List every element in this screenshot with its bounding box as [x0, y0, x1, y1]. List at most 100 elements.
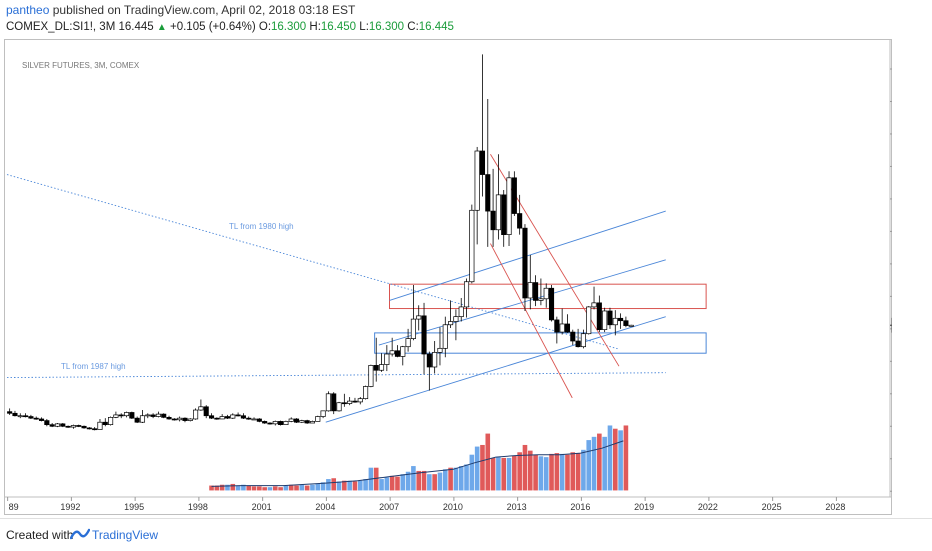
- volume-bar: [299, 484, 305, 491]
- volume-bar: [474, 446, 480, 491]
- candle-body: [602, 310, 608, 331]
- candle-body: [426, 353, 432, 368]
- time-axis[interactable]: 89 1992 1995 1998 2001 2004 2007 2010 2013 2016 20…: [7, 497, 846, 512]
- candle-body: [198, 406, 204, 411]
- candle-body: [506, 177, 512, 235]
- channel-mid-line: [378, 259, 666, 346]
- volume-bar: [267, 487, 273, 491]
- candle-body: [352, 400, 358, 403]
- volume-bar: [554, 453, 560, 491]
- volume-bar: [448, 467, 453, 491]
- x-tick-label: 2019: [634, 502, 654, 512]
- volume-bar: [570, 452, 576, 491]
- x-tick-label: 2010: [443, 502, 463, 512]
- price-chart[interactable]: SILVER FUTURES, 3M, COMEX TL from 1980 h…: [4, 39, 932, 515]
- candle-body: [331, 393, 337, 412]
- candle-body: [347, 400, 353, 404]
- tradingview-brand-link[interactable]: TradingView: [92, 528, 159, 542]
- volume-moving-average: [211, 440, 624, 487]
- volume-bar: [347, 480, 352, 491]
- high-value: 16.450: [320, 21, 357, 33]
- volume-bar: [527, 450, 533, 491]
- candle-body: [145, 414, 151, 417]
- close-value: 16.445: [418, 21, 454, 33]
- author-link[interactable]: pantheo: [6, 3, 50, 17]
- drawing-annotations: [6, 154, 707, 423]
- x-tick-label: 2001: [252, 502, 272, 512]
- volume-bar: [432, 474, 437, 491]
- candle-body: [293, 418, 300, 423]
- candle-body: [150, 414, 156, 417]
- candle-body: [97, 421, 103, 430]
- candle-body: [607, 310, 613, 326]
- tl-1980-line: [6, 174, 620, 350]
- volume-bar: [442, 469, 448, 491]
- candle-body: [405, 338, 411, 348]
- support-zone-box: [374, 332, 707, 354]
- volume-bar: [416, 470, 422, 491]
- close-label: C:: [407, 21, 419, 33]
- candle-body: [325, 393, 331, 412]
- volume-bar: [251, 486, 257, 491]
- volume-bar: [618, 430, 623, 491]
- candle-body: [432, 352, 438, 368]
- volume-bar: [288, 484, 294, 491]
- x-tick-label: 2016: [570, 502, 590, 512]
- candle-body: [315, 416, 321, 422]
- candle-body: [320, 410, 326, 417]
- candle-body: [389, 350, 395, 355]
- x-tick-label: 2022: [698, 502, 718, 512]
- volume-bar: [586, 440, 592, 491]
- candle-body: [139, 415, 146, 423]
- candle-body: [575, 340, 581, 348]
- volume-bar: [214, 485, 220, 491]
- candle-body: [490, 210, 496, 231]
- symbol-name[interactable]: COMEX_DL:SI1!, 3M: [6, 21, 116, 33]
- publish-info: pantheo published on TradingView.com, Ap…: [6, 3, 355, 17]
- candle-body: [235, 414, 241, 417]
- candle-body: [262, 421, 268, 424]
- candle-body: [267, 422, 273, 425]
- chart-border: [4, 39, 892, 515]
- candle-body: [65, 425, 71, 428]
- symbol-info-bar: COMEX_DL:SI1!, 3M 16.445 ▲ +0.105 (+0.64…: [6, 21, 454, 33]
- candle-body: [44, 420, 50, 426]
- candle-body: [501, 194, 507, 235]
- candle-body: [203, 406, 209, 417]
- volume-bar: [389, 475, 395, 491]
- up-arrow-icon: ▲: [156, 22, 167, 33]
- chart-frame[interactable]: SILVER FUTURES, 3M, COMEX TL from 1980 h…: [4, 39, 932, 515]
- volume-bar: [512, 455, 517, 491]
- candle-body: [86, 427, 92, 430]
- volume-bar: [320, 482, 326, 491]
- candle-body: [113, 414, 119, 418]
- high-label: H:: [309, 21, 321, 33]
- volume-bar: [326, 479, 331, 491]
- down-channel-bot-line: [490, 243, 573, 399]
- candle-body: [182, 417, 188, 421]
- volume-bar: [363, 479, 368, 491]
- x-tick-label: 1995: [124, 502, 144, 512]
- tl-1987-label: TL from 1987 high: [61, 362, 126, 371]
- volume-bar: [373, 467, 379, 491]
- volume-bar: [262, 487, 267, 491]
- open-label: O:: [258, 21, 272, 33]
- candle-body: [586, 306, 592, 335]
- candle-body: [92, 428, 98, 431]
- candle-body: [485, 174, 491, 212]
- volume-bar: [384, 477, 390, 491]
- candle-body: [543, 287, 549, 300]
- candle-body: [554, 319, 560, 333]
- last-price: 16.445: [118, 21, 154, 33]
- candle-body: [76, 425, 82, 427]
- candle-body: [336, 402, 342, 412]
- channel-high-line: [389, 210, 666, 301]
- candle-body: [618, 317, 624, 322]
- candle-body: [416, 315, 422, 320]
- candle-body: [623, 320, 629, 326]
- candle-body: [628, 324, 634, 327]
- candle-body: [533, 282, 539, 301]
- candle-body: [283, 421, 289, 426]
- volume-bar: [538, 456, 544, 491]
- tradingview-logo-icon[interactable]: [70, 526, 90, 542]
